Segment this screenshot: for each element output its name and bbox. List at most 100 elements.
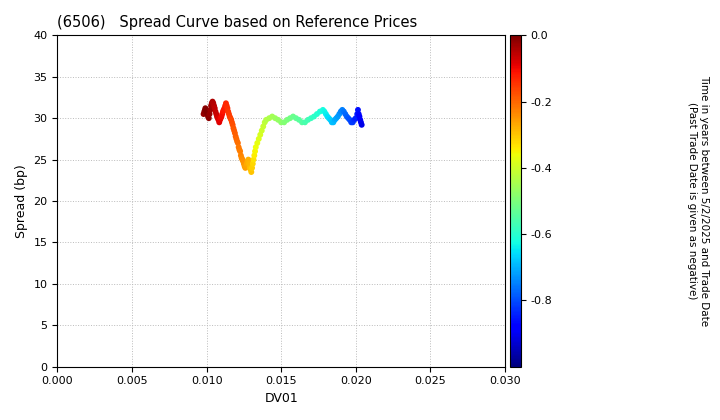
Point	[227, 121, 238, 128]
Point	[198, 111, 210, 118]
Point	[215, 115, 227, 121]
Point	[238, 158, 249, 165]
Point	[204, 107, 216, 113]
Point	[246, 165, 258, 171]
Point	[220, 100, 232, 107]
Point	[340, 111, 351, 118]
Point	[311, 111, 323, 118]
Point	[296, 119, 307, 126]
Point	[248, 156, 259, 163]
Point	[229, 130, 240, 136]
Point	[330, 115, 342, 121]
Point	[353, 111, 364, 118]
Point	[300, 119, 311, 126]
Point	[230, 133, 241, 140]
Point	[230, 136, 242, 142]
Point	[328, 119, 339, 126]
Point	[199, 105, 211, 112]
Point	[329, 116, 341, 123]
Point	[290, 115, 302, 121]
Point	[201, 108, 212, 115]
Point	[206, 100, 217, 107]
Point	[208, 102, 220, 109]
Point	[232, 140, 243, 147]
Point	[317, 107, 328, 113]
Point	[346, 119, 357, 126]
Point	[269, 115, 281, 121]
Point	[207, 98, 218, 105]
Point	[287, 113, 299, 120]
Point	[220, 102, 231, 109]
Point	[249, 148, 261, 155]
Point	[203, 115, 215, 121]
Point	[222, 108, 234, 115]
Point	[335, 108, 346, 115]
Point	[199, 107, 211, 113]
Point	[215, 116, 226, 123]
Point	[336, 107, 348, 113]
Point	[226, 119, 238, 126]
Point	[351, 111, 363, 118]
Point	[199, 108, 210, 115]
Point	[200, 107, 212, 113]
Point	[333, 111, 345, 118]
Point	[242, 158, 253, 165]
Point	[326, 119, 338, 126]
Point	[347, 119, 359, 126]
Point	[228, 127, 240, 134]
Point	[248, 152, 260, 159]
Point	[266, 113, 278, 120]
Point	[210, 108, 221, 115]
Point	[241, 160, 253, 167]
Point	[223, 111, 235, 118]
Point	[237, 156, 248, 163]
Point	[245, 166, 256, 173]
Point	[314, 108, 325, 115]
Point	[202, 113, 214, 120]
Point	[261, 116, 272, 123]
Y-axis label: Spread (bp): Spread (bp)	[15, 164, 28, 238]
Point	[322, 113, 333, 120]
Point	[332, 113, 343, 120]
Point	[224, 113, 235, 120]
Point	[247, 160, 258, 167]
X-axis label: DV01: DV01	[264, 392, 298, 405]
Point	[254, 131, 266, 138]
Point	[221, 102, 233, 109]
Point	[225, 115, 236, 121]
Point	[207, 100, 219, 107]
Point	[222, 105, 233, 112]
Point	[205, 102, 217, 109]
Point	[338, 108, 349, 115]
Point	[204, 111, 215, 118]
Point	[209, 105, 220, 112]
Point	[272, 116, 284, 123]
Point	[341, 113, 353, 120]
Point	[302, 116, 314, 123]
Point	[354, 116, 366, 123]
Point	[225, 116, 237, 123]
Point	[250, 144, 261, 150]
Point	[319, 108, 330, 115]
Point	[293, 116, 305, 123]
Point	[256, 127, 268, 134]
Point	[239, 163, 251, 170]
Y-axis label: Time in years between 5/2/2025 and Trade Date
(Past Trade Date is given as negat: Time in years between 5/2/2025 and Trade…	[687, 76, 708, 327]
Point	[355, 119, 366, 126]
Point	[231, 138, 243, 145]
Point	[352, 107, 364, 113]
Point	[343, 115, 354, 121]
Point	[279, 119, 290, 126]
Point	[233, 144, 244, 150]
Point	[210, 111, 222, 118]
Point	[244, 165, 256, 171]
Point	[348, 116, 360, 123]
Point	[228, 125, 239, 131]
Point	[350, 115, 361, 121]
Point	[305, 115, 317, 121]
Point	[214, 119, 225, 126]
Point	[246, 169, 257, 176]
Point	[217, 111, 228, 118]
Point	[275, 119, 287, 126]
Point	[344, 116, 356, 123]
